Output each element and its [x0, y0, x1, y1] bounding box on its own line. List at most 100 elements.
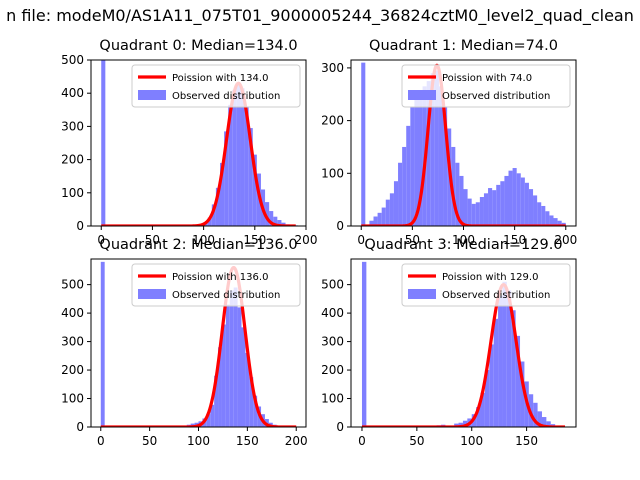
histogram-bar — [471, 203, 476, 226]
histogram-bar — [516, 173, 521, 226]
legend-patch-swatch — [138, 90, 166, 100]
y-tick-label: 200 — [61, 153, 84, 167]
x-tick-label: 0 — [357, 233, 365, 247]
histogram-bar — [249, 377, 254, 427]
legend-label-observed: Observed distribution — [442, 91, 550, 102]
x-tick-label: 150 — [243, 233, 266, 247]
histogram-bar — [493, 318, 499, 427]
histogram-bar — [206, 414, 211, 427]
y-tick-label: 200 — [321, 114, 344, 128]
histogram-bar — [214, 375, 219, 427]
x-tick-label: 0 — [97, 434, 105, 448]
y-tick-label: 500 — [61, 278, 84, 292]
histogram-bar — [528, 189, 534, 226]
histogram-bar — [240, 88, 245, 226]
quadrant-1-plot-area — [360, 62, 567, 226]
axes-frame — [350, 258, 577, 428]
poisson-curve — [360, 63, 567, 226]
histogram-bar — [402, 146, 407, 226]
x-tick-label: 50 — [145, 233, 160, 247]
axes-frame — [90, 59, 307, 227]
x-tick-label: 100 — [192, 233, 215, 247]
histogram-bar — [489, 344, 494, 427]
histogram-bar — [541, 205, 546, 226]
histogram-bar — [488, 188, 493, 226]
histogram-bar — [229, 290, 234, 427]
histogram-bar — [524, 182, 529, 226]
histogram-bar — [492, 190, 497, 226]
histogram-bar — [511, 310, 516, 427]
histogram-bar — [224, 131, 229, 226]
histogram-bar — [369, 220, 374, 226]
histogram-bar — [218, 347, 222, 427]
y-tick-label: 100 — [61, 392, 84, 406]
x-tick-label: 200 — [554, 233, 577, 247]
histogram-bar — [430, 73, 435, 226]
y-tick-label: 400 — [61, 306, 84, 320]
histogram-bar — [541, 417, 547, 427]
histogram-bar — [545, 211, 550, 226]
x-tick-label: 50 — [142, 434, 157, 448]
legend-label-poisson: Poission with 74.0 — [442, 73, 532, 84]
histogram-bar — [496, 184, 501, 226]
histogram-bar — [410, 107, 415, 226]
x-tick-label: 100 — [452, 233, 475, 247]
histogram-bar — [502, 281, 507, 427]
histogram-bar — [225, 304, 230, 427]
quadrant-title: Quadrant 3: Median=129.0 — [364, 237, 562, 253]
quadrant-3-plot-area — [360, 261, 567, 427]
histogram-bar — [533, 402, 538, 427]
y-tick-label: 100 — [61, 186, 84, 200]
histogram-bar — [237, 307, 242, 427]
histogram-bar — [406, 125, 411, 226]
histogram-bar — [361, 62, 366, 226]
histogram-bar — [377, 212, 382, 226]
legend: Poission with 129.0 Observed distribution — [401, 263, 571, 307]
histogram-bar — [414, 99, 419, 226]
x-tick-label: 100 — [460, 434, 483, 448]
y-tick-label: 300 — [61, 119, 84, 133]
x-tick-label: 150 — [503, 233, 526, 247]
x-tick-label: 0 — [97, 233, 105, 247]
y-tick-label: 100 — [321, 392, 344, 406]
histogram-bar — [504, 175, 509, 226]
quadrant-2-chart: 0 50 100 150 200 0 100 200 300 400 500 Quadrant 2: … — [61, 237, 308, 448]
legend-label-observed: Observed distribution — [172, 91, 280, 102]
histogram-bar — [385, 199, 390, 226]
y-tick-label: 300 — [321, 335, 344, 349]
quadrant-title: Quadrant 0: Median=134.0 — [99, 38, 297, 54]
histogram-bar — [549, 215, 554, 226]
y-tick-label: 0 — [336, 420, 344, 434]
x-tick-label: 150 — [515, 434, 538, 448]
histogram-bar — [233, 287, 238, 427]
poisson-curve — [360, 283, 567, 427]
histogram-bar — [393, 181, 399, 226]
histogram-bar — [455, 162, 460, 226]
histogram-bar — [232, 89, 237, 226]
histogram-bar — [426, 81, 431, 226]
quadrant-0-chart: 0 50 100 150 200 0 100 200 300 400 500 Quadrant 0: … — [61, 38, 317, 247]
histogram-bar — [462, 420, 468, 427]
histogram-bar — [458, 422, 463, 427]
histogram-bar — [476, 407, 481, 427]
histogram-bar — [241, 327, 246, 427]
histogram-bar — [515, 335, 521, 427]
quadrant-1-chart: 0 50 100 150 200 0 100 200 300 Quadrant 1: Median… — [321, 38, 577, 247]
quadrant-3-chart: 0 50 100 150 0 100 200 300 400 500 Quadrant 3: Med… — [321, 237, 577, 448]
histogram-bar — [500, 181, 505, 226]
legend-label-poisson: Poission with 129.0 — [442, 272, 538, 283]
histogram-bar — [475, 202, 480, 226]
y-tick-label: 400 — [61, 86, 84, 100]
legend: Poission with 74.0 Observed distribution — [401, 64, 571, 108]
histogram-bar — [459, 175, 464, 226]
histogram-bar — [451, 146, 456, 226]
histogram-bar — [533, 195, 538, 226]
histogram-bar — [252, 154, 257, 226]
histogram-bar — [512, 168, 517, 226]
x-tick-label: 50 — [409, 434, 424, 448]
quadrant-title: Quadrant 2: Median=136.0 — [99, 237, 297, 253]
y-tick-label: 100 — [321, 166, 344, 180]
histogram-bar — [236, 83, 241, 226]
